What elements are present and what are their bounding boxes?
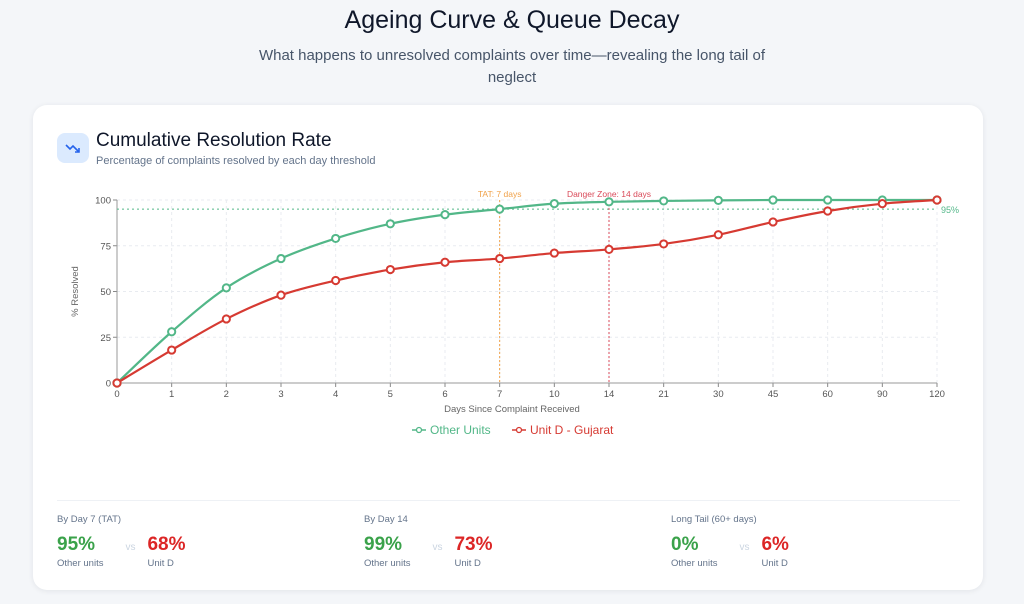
data-point-other-units xyxy=(823,195,833,205)
x-tick-label: 5 xyxy=(388,389,393,400)
data-point-other-units xyxy=(659,196,669,206)
data-point-unit-d xyxy=(877,199,887,209)
legend-other-units: Other Units xyxy=(430,423,491,437)
x-tick-label: 1 xyxy=(169,389,174,400)
data-point-other-units xyxy=(385,219,395,229)
y-tick-label: 100 xyxy=(95,196,111,207)
y-tick-label: 0 xyxy=(106,379,111,390)
stat-other-label: Other units xyxy=(364,558,411,569)
y-tick-label: 25 xyxy=(100,333,111,344)
data-point-unit-d xyxy=(713,230,723,240)
data-point-unit-d xyxy=(549,248,559,258)
vs-label: vs xyxy=(125,542,136,553)
data-point-other-units xyxy=(604,197,614,207)
data-point-other-units xyxy=(495,204,505,214)
stat-label: Long Tail (60+ days) xyxy=(671,514,757,525)
legend-unit-d-marker-icon xyxy=(515,426,523,434)
x-tick-label: 2 xyxy=(224,389,229,400)
stat-unitd-value: 73% xyxy=(454,534,493,555)
x-axis-label: Days Since Complaint Received xyxy=(444,404,580,415)
data-point-unit-d xyxy=(823,206,833,216)
data-point-other-units xyxy=(276,253,286,264)
x-tick-label: 3 xyxy=(278,389,283,400)
data-point-other-units xyxy=(713,195,723,205)
data-point-unit-d xyxy=(495,253,505,264)
x-tick-label: 60 xyxy=(822,389,833,400)
x-tick-label: 0 xyxy=(114,389,119,400)
stat-other-value: 0% xyxy=(671,534,699,555)
chart-card xyxy=(33,105,983,590)
vs-label: vs xyxy=(739,542,750,553)
data-point-other-units xyxy=(440,210,450,220)
x-tick-label: 45 xyxy=(768,389,779,400)
page-subtitle: What happens to unresolved complaints ov… xyxy=(258,47,766,86)
stat-day7: By Day 7 (TAT) 95% Other units vs 68% Unit… xyxy=(57,514,337,569)
x-tick-label: 7 xyxy=(497,389,502,400)
series-line-other-units xyxy=(116,198,937,384)
x-tick-label: 6 xyxy=(442,389,447,400)
x-tick-label: 120 xyxy=(929,389,945,400)
y-tick-label: 50 xyxy=(100,287,111,298)
series-line-unit-d xyxy=(116,198,938,384)
x-tick-label: 4 xyxy=(333,389,338,400)
stat-other-label: Other units xyxy=(671,558,718,569)
x-tick-label: 30 xyxy=(713,389,724,400)
data-point-other-units xyxy=(221,283,231,293)
stat-other-value: 95% xyxy=(57,534,96,555)
data-point-unit-d xyxy=(604,244,614,255)
data-point-unit-d xyxy=(167,345,177,355)
legend-other-units-marker-icon xyxy=(415,426,423,434)
stat-unitd-label: Unit D xyxy=(761,558,788,569)
data-point-unit-d xyxy=(276,290,286,300)
x-tick-label: 90 xyxy=(877,389,888,400)
vs-label: vs xyxy=(432,542,443,553)
data-point-unit-d xyxy=(112,378,122,388)
x-tick-label: 21 xyxy=(658,389,669,400)
data-point-other-units xyxy=(167,327,177,337)
page-title: Ageing Curve & Queue Decay xyxy=(344,6,680,34)
stat-unitd-value: 68% xyxy=(147,534,186,555)
divider xyxy=(57,500,960,501)
stat-unitd-label: Unit D xyxy=(454,558,481,569)
data-point-unit-d xyxy=(932,195,942,205)
target-95-label: 95% xyxy=(941,205,959,215)
legend-unit-d: Unit D - Gujarat xyxy=(530,423,614,437)
data-point-unit-d xyxy=(440,257,450,267)
tat-label: TAT: 7 days xyxy=(478,189,522,199)
data-point-other-units xyxy=(549,199,559,209)
data-point-unit-d xyxy=(659,239,669,249)
data-point-unit-d xyxy=(385,264,395,275)
data-point-other-units xyxy=(768,195,778,205)
stat-other-value: 99% xyxy=(364,534,403,555)
stat-unitd-value: 6% xyxy=(761,534,789,555)
data-point-other-units xyxy=(331,233,341,244)
y-tick-label: 75 xyxy=(100,241,111,252)
stat-day14: By Day 14 99% Other units vs 73% Unit D xyxy=(364,514,644,569)
x-tick-label: 10 xyxy=(549,389,560,400)
danger-zone-label: Danger Zone: 14 days xyxy=(567,189,651,199)
stat-unitd-label: Unit D xyxy=(147,558,174,569)
stat-other-label: Other units xyxy=(57,558,104,569)
stat-label: By Day 14 xyxy=(364,514,408,525)
trending-down-icon xyxy=(57,133,89,163)
data-point-unit-d xyxy=(331,275,341,286)
data-point-unit-d xyxy=(221,314,231,324)
data-point-unit-d xyxy=(768,217,778,227)
y-axis-label: % Resolved xyxy=(70,266,81,317)
stat-label: By Day 7 (TAT) xyxy=(57,514,122,525)
card-title: Cumulative Resolution Rate xyxy=(96,130,332,151)
stat-long-tail: Long Tail (60+ days) 0% Other units vs 6%… xyxy=(671,514,951,569)
x-tick-label: 14 xyxy=(604,389,615,400)
card-subtitle: Percentage of complaints resolved by eac… xyxy=(96,155,376,167)
